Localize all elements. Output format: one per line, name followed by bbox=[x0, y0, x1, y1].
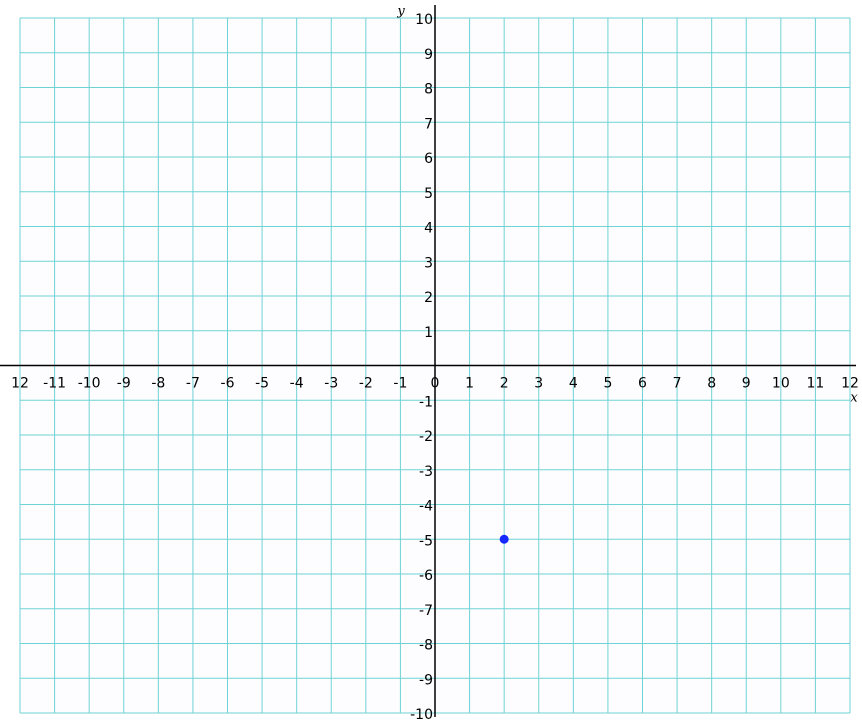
y-tick-label: -10 bbox=[410, 707, 433, 722]
y-tick-label: 7 bbox=[424, 116, 433, 132]
data-points bbox=[499, 534, 509, 544]
x-tick-label: -7 bbox=[186, 376, 200, 392]
y-tick-label: 1 bbox=[424, 325, 433, 341]
x-axis-label: x bbox=[850, 391, 858, 406]
y-tick-label: 6 bbox=[424, 151, 433, 167]
x-tick-label: 11 bbox=[807, 376, 825, 392]
y-tick-label: 5 bbox=[424, 186, 433, 202]
y-tick-label: -9 bbox=[419, 672, 433, 688]
x-tick-label: 6 bbox=[638, 376, 647, 392]
y-tick-label: -6 bbox=[419, 568, 433, 584]
y-tick-label: -3 bbox=[419, 464, 433, 480]
data-point bbox=[499, 534, 509, 544]
y-tick-label: -5 bbox=[419, 533, 433, 549]
y-tick-label: 10 bbox=[415, 12, 433, 28]
x-tick-label: 0 bbox=[431, 376, 440, 392]
y-tick-label: -2 bbox=[419, 429, 433, 445]
tick-labels: 12 -11 -10 -9 -8 -7 -6 -5 -4 -3 -2 -1 0 1 2 3 4 5 6 7 8 9 10 11… bbox=[11, 12, 859, 722]
x-tick-label: -9 bbox=[117, 376, 131, 392]
y-tick-label: 8 bbox=[424, 82, 433, 98]
y-tick-label: -8 bbox=[419, 638, 433, 654]
x-tick-label: 10 bbox=[772, 376, 790, 392]
x-tick-label: -5 bbox=[255, 376, 269, 392]
x-tick-label: 12 bbox=[11, 376, 29, 392]
x-tick-label: 5 bbox=[603, 376, 612, 392]
y-tick-label: -4 bbox=[419, 499, 433, 515]
x-tick-label: -11 bbox=[43, 376, 66, 392]
y-axis-label: y bbox=[396, 4, 405, 19]
y-tick-label: 4 bbox=[424, 221, 433, 237]
x-tick-label: -1 bbox=[393, 376, 407, 392]
y-tick-label: 9 bbox=[424, 47, 433, 63]
x-tick-label: -6 bbox=[221, 376, 235, 392]
x-tick-label: 3 bbox=[534, 376, 543, 392]
x-tick-label: 2 bbox=[500, 376, 509, 392]
y-tick-label: -1 bbox=[419, 394, 433, 410]
x-tick-label: -3 bbox=[324, 376, 338, 392]
x-tick-label: 4 bbox=[569, 376, 578, 392]
x-tick-label: 9 bbox=[742, 376, 751, 392]
x-tick-label: 8 bbox=[707, 376, 716, 392]
x-tick-label: 1 bbox=[465, 376, 474, 392]
x-tick-label: 12 bbox=[841, 376, 859, 392]
y-tick-label: 2 bbox=[424, 290, 433, 306]
x-tick-label: -10 bbox=[78, 376, 101, 392]
x-tick-label: -8 bbox=[151, 376, 165, 392]
x-tick-label: -2 bbox=[359, 376, 373, 392]
y-tick-label: 3 bbox=[424, 255, 433, 271]
x-tick-label: 7 bbox=[673, 376, 682, 392]
y-tick-label: -7 bbox=[419, 603, 433, 619]
x-tick-label: -4 bbox=[290, 376, 304, 392]
